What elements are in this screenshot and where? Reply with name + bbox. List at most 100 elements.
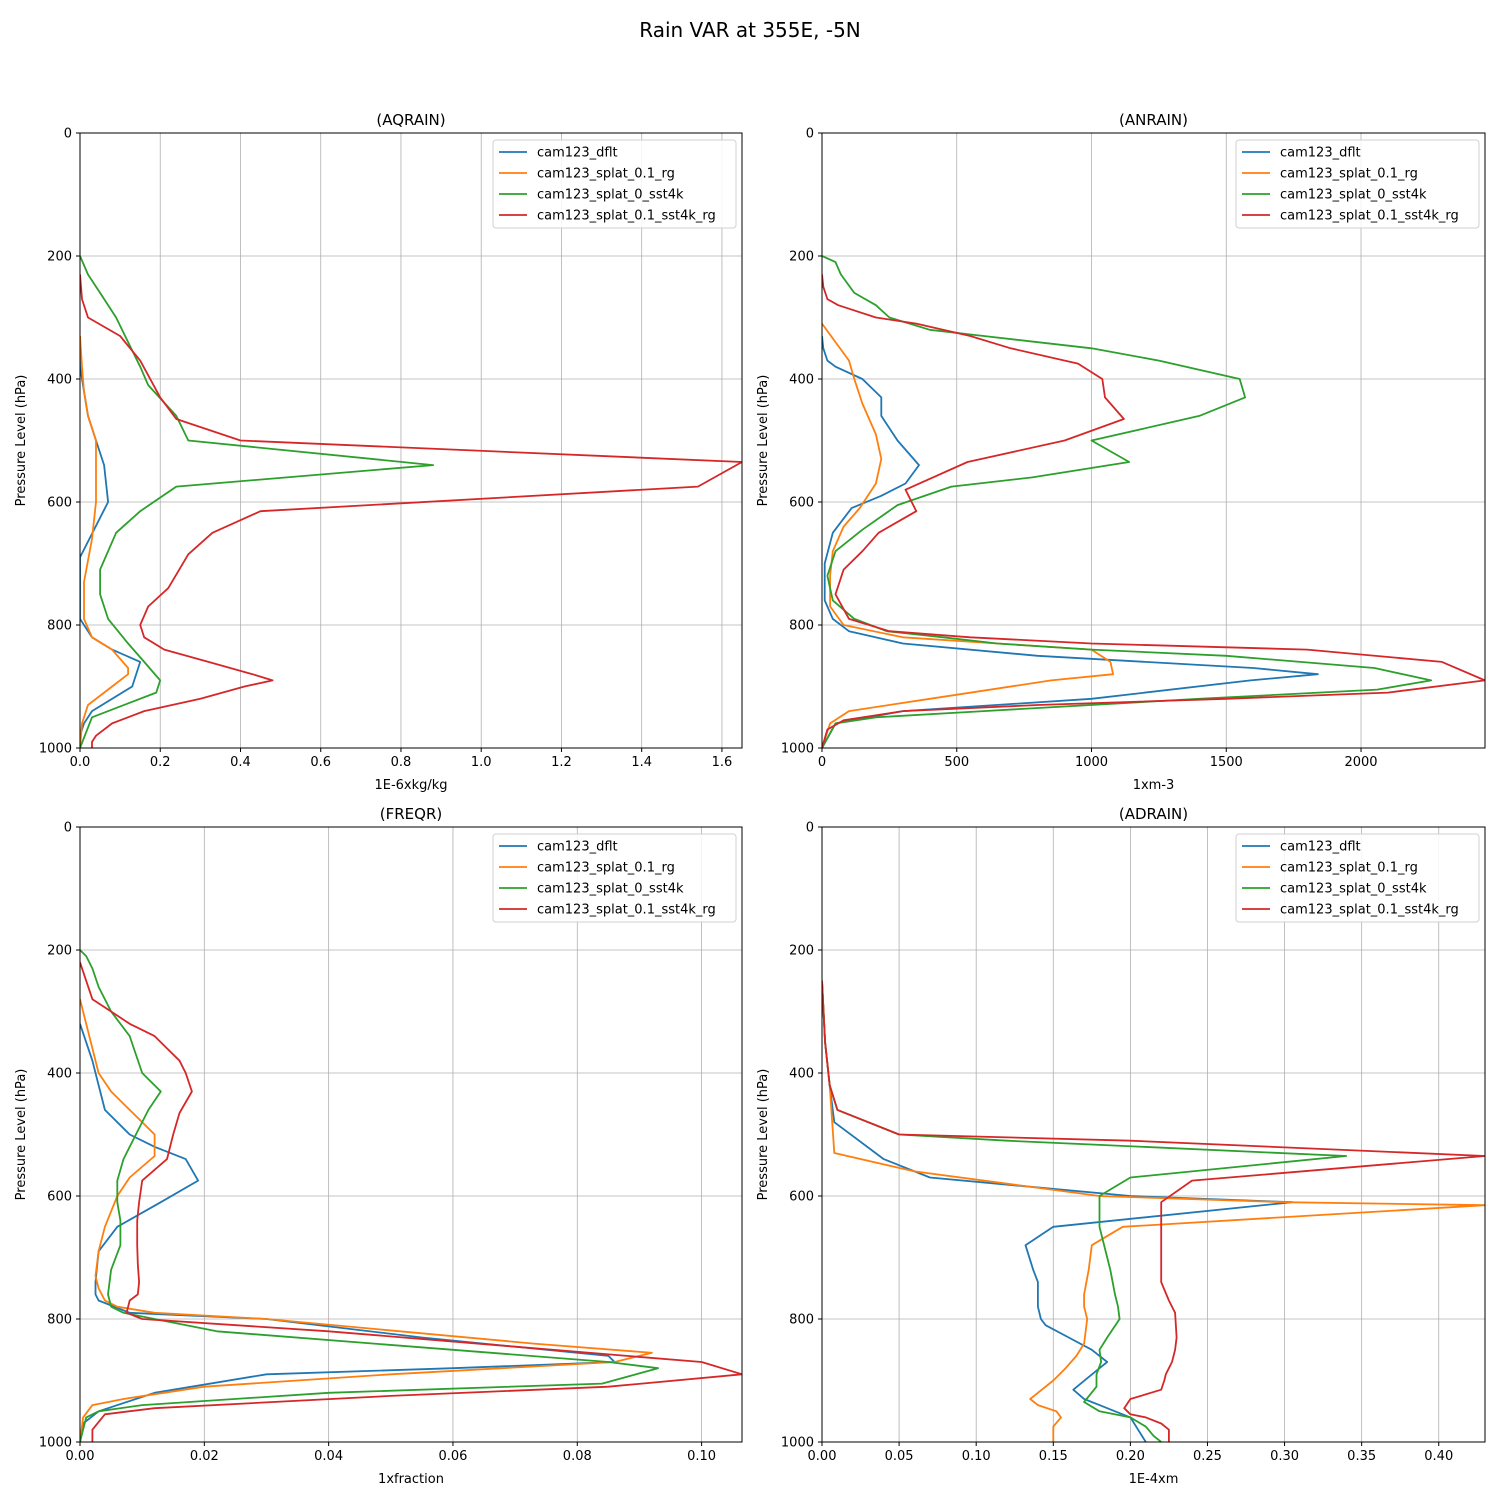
series-line-cam123_splat_0_sst4k — [80, 949, 659, 1442]
y-tick-label: 1000 — [781, 742, 814, 757]
y-tick-label: 400 — [789, 373, 814, 388]
y-tick-label: 600 — [47, 496, 72, 511]
x-tick-label: 0.04 — [314, 1449, 343, 1464]
panel-title: (ADRAIN) — [1119, 805, 1188, 823]
series-line-cam123_dflt — [80, 1023, 616, 1442]
legend-label: cam123_splat_0.1_sst4k_rg — [537, 903, 716, 918]
x-tick-label: 0.20 — [1116, 1449, 1145, 1464]
series-group — [80, 255, 742, 748]
series-line-cam123_splat_0_sst4k — [80, 255, 435, 748]
y-tick-label: 1000 — [39, 1436, 72, 1451]
x-tick-label: 0.08 — [563, 1449, 592, 1464]
legend-label: cam123_dflt — [1280, 146, 1361, 161]
series-group — [822, 980, 1485, 1442]
series-line-cam123_splat_0_sst4k — [822, 255, 1432, 748]
series-line-cam123_dflt — [822, 980, 1294, 1442]
legend: cam123_dflt cam123_splat_0.1_rg cam123_spl… — [1235, 833, 1480, 923]
legend-label: cam123_splat_0.1_rg — [1280, 167, 1418, 182]
x-tick-label: 0.15 — [1039, 1449, 1068, 1464]
legend-label: cam123_splat_0.1_rg — [537, 861, 675, 876]
x-tick-label: 0.00 — [808, 1449, 837, 1464]
legend-box — [1235, 833, 1480, 923]
legend-label: cam123_splat_0_sst4k — [1280, 882, 1427, 897]
series-line-cam123_splat_0.1_rg — [822, 323, 1114, 748]
x-tick-label: 0.8 — [391, 755, 412, 770]
y-tick-label: 0 — [806, 127, 814, 142]
legend-box — [492, 139, 737, 229]
x-tick-label: 0.35 — [1347, 1449, 1376, 1464]
chart-panel-3: 0.00 0.05 0.10 0.15 0.20 0.25 0.30 0.35 0.40 0 200… — [756, 805, 1486, 1487]
x-tick-label: 0.00 — [66, 1449, 95, 1464]
series-line-cam123_splat_0_sst4k — [822, 980, 1348, 1442]
x-tick-label: 0.25 — [1193, 1449, 1222, 1464]
y-tick-label: 800 — [789, 619, 814, 634]
x-tick-label: 2000 — [1344, 755, 1377, 770]
y-tick-label: 0 — [806, 821, 814, 836]
legend-label: cam123_splat_0.1_rg — [537, 167, 675, 182]
x-tick-label: 0.02 — [190, 1449, 219, 1464]
legend: cam123_dflt cam123_splat_0.1_rg cam123_spl… — [1235, 139, 1480, 229]
x-tick-label: 0.10 — [962, 1449, 991, 1464]
x-tick-label: 0.2 — [150, 755, 171, 770]
y-tick-label: 400 — [47, 373, 72, 388]
series-group — [822, 255, 1485, 748]
legend-box — [1235, 139, 1480, 229]
legend-label: cam123_splat_0_sst4k — [1280, 188, 1427, 203]
x-tick-label: 0.4 — [230, 755, 251, 770]
legend-label: cam123_splat_0.1_sst4k_rg — [1280, 903, 1459, 918]
legend-label: cam123_dflt — [1280, 840, 1361, 855]
legend: cam123_dflt cam123_splat_0.1_rg cam123_spl… — [492, 833, 737, 923]
legend-label: cam123_dflt — [537, 840, 618, 855]
panel-title: (FREQR) — [380, 805, 442, 823]
series-line-cam123_splat_0.1_sst4k_rg — [80, 962, 742, 1442]
series-line-cam123_splat_0.1_sst4k_rg — [822, 274, 1485, 748]
y-tick-label: 200 — [789, 250, 814, 265]
series-line-cam123_splat_0.1_rg — [80, 998, 653, 1442]
axes-frame — [821, 826, 1486, 1443]
y-tick-label: 800 — [789, 1313, 814, 1328]
y-tick-label: 1000 — [781, 1436, 814, 1451]
series-line-cam123_splat_0.1_sst4k_rg — [80, 274, 742, 748]
x-tick-label: 1.2 — [551, 755, 572, 770]
y-tick-label: 200 — [47, 944, 72, 959]
y-axis-label: Pressure Level (hPa) — [14, 1069, 29, 1201]
x-tick-label: 1500 — [1210, 755, 1243, 770]
series-line-cam123_splat_0.1_rg — [822, 980, 1485, 1442]
x-axis-label: 1xm-3 — [1133, 778, 1175, 793]
legend-label: cam123_splat_0_sst4k — [537, 882, 684, 897]
legend-box — [492, 833, 737, 923]
y-axis-label: Pressure Level (hPa) — [756, 375, 771, 507]
x-tick-label: 500 — [944, 755, 969, 770]
axes-frame — [79, 826, 743, 1443]
y-tick-label: 200 — [789, 944, 814, 959]
y-tick-label: 200 — [47, 250, 72, 265]
x-tick-label: 1000 — [1075, 755, 1108, 770]
series-line-cam123_dflt — [822, 335, 1319, 748]
x-tick-label: 0.30 — [1270, 1449, 1299, 1464]
x-tick-label: 0.06 — [438, 1449, 467, 1464]
axes-frame — [821, 132, 1486, 749]
legend-label: cam123_splat_0.1_rg — [1280, 861, 1418, 876]
y-tick-label: 400 — [47, 1067, 72, 1082]
legend-label: cam123_splat_0_sst4k — [537, 188, 684, 203]
chart-panel-1: 0 500 1000 1500 2000 0 200 400 600 800 1000 (ANRAIN… — [756, 111, 1486, 793]
axes-frame — [79, 132, 743, 749]
panel-title: (ANRAIN) — [1119, 111, 1188, 129]
y-tick-label: 600 — [47, 1190, 72, 1205]
y-tick-label: 800 — [47, 1313, 72, 1328]
chart-panel-2: 0.00 0.02 0.04 0.06 0.08 0.10 0 200 400 600 800 100… — [14, 805, 743, 1487]
y-tick-label: 0 — [64, 821, 72, 836]
series-line-cam123_splat_0.1_rg — [80, 335, 130, 748]
y-tick-label: 1000 — [39, 742, 72, 757]
x-tick-label: 0.05 — [885, 1449, 914, 1464]
x-tick-label: 1.6 — [712, 755, 733, 770]
x-axis-label: 1E-6xkg/kg — [374, 778, 447, 793]
panel-title: (AQRAIN) — [376, 111, 445, 129]
legend: cam123_dflt cam123_splat_0.1_rg cam123_spl… — [492, 139, 737, 229]
y-tick-label: 600 — [789, 496, 814, 511]
x-tick-label: 0.0 — [70, 755, 91, 770]
x-axis-label: 1E-4xm — [1129, 1472, 1179, 1487]
x-tick-label: 0.6 — [310, 755, 331, 770]
